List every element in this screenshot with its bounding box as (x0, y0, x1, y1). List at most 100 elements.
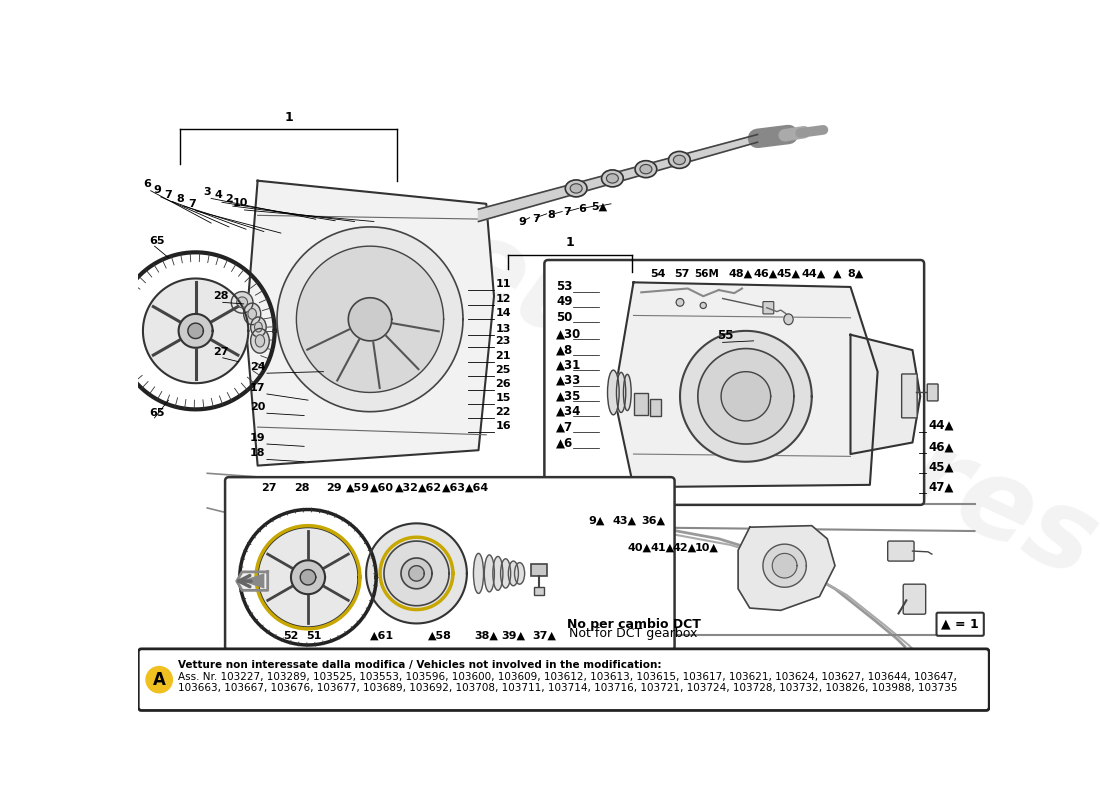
Polygon shape (143, 278, 249, 383)
Text: 25: 25 (495, 365, 510, 375)
Text: ▲33: ▲33 (556, 374, 581, 387)
Polygon shape (246, 181, 494, 466)
Text: ▲64: ▲64 (465, 483, 490, 493)
Polygon shape (738, 526, 835, 610)
FancyBboxPatch shape (535, 587, 543, 595)
Text: ▲59: ▲59 (346, 483, 371, 493)
Polygon shape (409, 566, 425, 581)
Text: 29: 29 (327, 483, 342, 493)
Text: 46▲: 46▲ (928, 440, 954, 453)
Polygon shape (722, 372, 771, 421)
Ellipse shape (602, 170, 624, 187)
Text: ▲32: ▲32 (395, 483, 418, 493)
FancyBboxPatch shape (888, 541, 914, 561)
Text: 7: 7 (563, 207, 571, 218)
Polygon shape (772, 554, 798, 578)
Text: 44▲: 44▲ (802, 269, 826, 279)
Ellipse shape (244, 303, 261, 325)
Text: 8: 8 (176, 194, 184, 204)
Ellipse shape (500, 558, 510, 588)
Text: 27: 27 (262, 483, 277, 493)
Text: 53: 53 (556, 280, 572, 293)
Polygon shape (697, 349, 794, 444)
Ellipse shape (508, 561, 518, 586)
Text: 6: 6 (579, 204, 586, 214)
Ellipse shape (616, 373, 626, 413)
Circle shape (146, 666, 173, 693)
Text: 22: 22 (495, 406, 512, 417)
FancyBboxPatch shape (763, 302, 773, 314)
Text: 11: 11 (495, 279, 512, 289)
Ellipse shape (473, 554, 484, 594)
Text: ▲60: ▲60 (370, 483, 394, 493)
Text: 54: 54 (650, 269, 667, 279)
Text: 23: 23 (495, 336, 510, 346)
Ellipse shape (565, 180, 587, 197)
Polygon shape (614, 282, 878, 487)
Text: 19: 19 (250, 433, 265, 443)
Text: 5▲: 5▲ (592, 202, 607, 212)
Text: 8: 8 (548, 210, 556, 221)
Text: 24: 24 (250, 362, 265, 372)
Text: ▲7: ▲7 (556, 421, 573, 434)
Text: 18: 18 (250, 448, 265, 458)
Text: 2: 2 (226, 194, 233, 204)
Text: 7: 7 (165, 190, 173, 200)
Text: A: A (153, 670, 166, 689)
Ellipse shape (624, 374, 631, 410)
Polygon shape (850, 334, 921, 454)
Text: 44▲: 44▲ (928, 418, 954, 432)
Text: Vetture non interessate dalla modifica / Vehicles not involved in the modificati: Vetture non interessate dalla modifica /… (178, 661, 661, 670)
Text: ▲ = 1: ▲ = 1 (940, 618, 979, 630)
Ellipse shape (254, 322, 262, 332)
Text: 45▲: 45▲ (928, 460, 954, 474)
Text: 48▲: 48▲ (728, 269, 752, 279)
Polygon shape (680, 331, 812, 462)
Ellipse shape (251, 317, 266, 337)
Text: 13: 13 (495, 324, 510, 334)
Text: 56M: 56M (694, 269, 718, 279)
Text: 65: 65 (150, 407, 165, 418)
Text: 9▲: 9▲ (588, 516, 605, 526)
Ellipse shape (606, 174, 618, 183)
FancyBboxPatch shape (927, 384, 938, 401)
Text: 40▲: 40▲ (628, 542, 651, 552)
Polygon shape (236, 572, 267, 590)
Text: 45▲: 45▲ (777, 269, 801, 279)
Text: 9: 9 (518, 218, 526, 227)
Text: 16: 16 (495, 421, 512, 430)
Polygon shape (277, 227, 463, 412)
Text: ▲63: ▲63 (442, 483, 465, 493)
Ellipse shape (570, 184, 582, 193)
Ellipse shape (251, 329, 270, 353)
Text: 1: 1 (284, 110, 293, 124)
Ellipse shape (515, 562, 525, 584)
Polygon shape (384, 541, 449, 606)
Text: ▲8: ▲8 (556, 343, 573, 356)
Ellipse shape (676, 298, 684, 306)
Text: 8▲: 8▲ (847, 269, 864, 279)
Polygon shape (763, 544, 806, 587)
Text: 65: 65 (150, 236, 165, 246)
Text: 4: 4 (214, 190, 222, 201)
Text: ▲62: ▲62 (418, 483, 442, 493)
Text: 17: 17 (250, 383, 265, 393)
Text: 9: 9 (153, 185, 161, 195)
Text: 50: 50 (556, 311, 572, 324)
Text: 39▲: 39▲ (502, 631, 526, 641)
Text: 57: 57 (674, 269, 690, 279)
FancyBboxPatch shape (902, 374, 917, 418)
Ellipse shape (484, 555, 494, 592)
Ellipse shape (248, 309, 256, 319)
Polygon shape (300, 570, 316, 585)
Text: 10▲: 10▲ (694, 542, 718, 552)
Text: 103663, 103667, 103676, 103677, 103689, 103692, 103708, 103711, 103714, 103716, : 103663, 103667, 103676, 103677, 103689, … (178, 682, 957, 693)
Text: 38▲: 38▲ (474, 631, 498, 641)
Polygon shape (178, 314, 212, 348)
Polygon shape (292, 560, 326, 594)
Text: No per cambio DCT: No per cambio DCT (566, 618, 701, 630)
Text: 12: 12 (495, 294, 512, 304)
Text: 49: 49 (556, 295, 572, 309)
Polygon shape (257, 527, 359, 627)
Text: ▲61: ▲61 (370, 631, 394, 641)
